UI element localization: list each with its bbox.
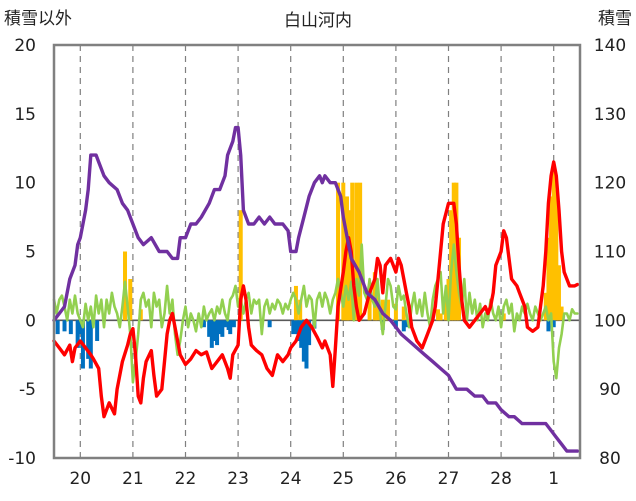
- precip_blue-bar: [404, 320, 409, 328]
- x-tick-label: 28: [490, 469, 512, 489]
- precip_blue-bar: [86, 320, 91, 359]
- x-tick-label: 21: [122, 469, 144, 489]
- precip_orange-bar: [554, 189, 559, 321]
- precip_blue-bar: [228, 320, 233, 335]
- right-axis-label: 積雪: [598, 9, 632, 29]
- tick-labels: -10 -5 0 5 10 15 20 80 90 100 110 120 130 140 20 21 22 23…: [8, 36, 626, 489]
- precip_orange-bar: [386, 299, 391, 321]
- precip_orange-bar: [341, 182, 346, 321]
- precip_orange-bar: [435, 309, 440, 321]
- precip_orange-bar: [238, 210, 243, 321]
- precip_blue-bar: [209, 320, 214, 348]
- precip_blue-bar: [401, 320, 406, 332]
- precip_orange-bar: [501, 313, 506, 321]
- temperature-line: [52, 160, 580, 419]
- y-left-tick-label: 0: [25, 311, 36, 331]
- grid: [54, 45, 580, 458]
- precip_blue-bar: [220, 320, 225, 337]
- precip_blue-bar: [88, 320, 93, 369]
- precip_blue-bar: [299, 320, 304, 348]
- precip_blue-bar: [546, 320, 551, 332]
- precip_blue-bar: [201, 320, 206, 328]
- precip_orange-bar: [354, 182, 359, 321]
- precip_blue-bar: [307, 320, 312, 346]
- y-left-tick-label: 10: [14, 174, 36, 194]
- precip_orange-bar: [393, 303, 398, 321]
- y-left-tick-label: 20: [14, 36, 36, 56]
- precip_blue-bar: [231, 320, 236, 328]
- left-axis-label: 積雪以外: [4, 9, 72, 29]
- precip_blue-bar: [207, 320, 212, 337]
- x-tick-label: 1: [548, 469, 559, 489]
- precip_orange-bar: [346, 210, 351, 321]
- precip_orange-bar: [551, 168, 556, 321]
- x-tick-label: 20: [69, 469, 91, 489]
- precip_orange-bar: [559, 306, 564, 321]
- x-tick-label: 25: [332, 469, 354, 489]
- snow_depth-line: [52, 125, 580, 453]
- y-right-tick-label: 140: [594, 36, 626, 56]
- precip_blue-bar: [62, 320, 67, 332]
- precip_orange-bar: [367, 285, 372, 321]
- y-right-tick-label: 120: [594, 174, 626, 194]
- series-lines: [52, 125, 580, 453]
- precip_blue-bar: [222, 320, 227, 328]
- precip_blue-bar: [68, 320, 73, 335]
- precip_blue-bar: [301, 320, 306, 362]
- precip_orange-bar: [454, 182, 459, 321]
- precip_orange-bar: [556, 265, 561, 321]
- precip_blue-bar: [95, 320, 100, 341]
- precip_blue-bar: [267, 320, 272, 328]
- x-tick-label: 24: [280, 469, 302, 489]
- precip_blue-bar: [304, 320, 309, 369]
- precip_blue-bar: [551, 320, 556, 328]
- y-left-tick-label: 5: [25, 243, 36, 263]
- precip_orange-bar: [401, 306, 406, 321]
- chart-title: 白山河内: [284, 11, 352, 31]
- precip_blue-bar: [291, 320, 296, 335]
- precip_blue-bar: [212, 320, 217, 341]
- precip_orange-bar: [546, 237, 551, 321]
- plot-frame: [52, 43, 582, 460]
- x-tick-label: 27: [438, 469, 460, 489]
- precip_blue-bar: [217, 320, 222, 335]
- y-right-tick-label: 130: [594, 105, 626, 125]
- y-left-tick-label: 15: [14, 105, 36, 125]
- x-tick-label: 26: [385, 469, 407, 489]
- y-left-tick-label: -10: [8, 449, 36, 469]
- y-right-tick-label: 110: [594, 243, 626, 263]
- precip_blue-bar: [55, 320, 60, 335]
- y-left-tick-label: -5: [19, 380, 36, 400]
- precip_orange-bar: [443, 299, 448, 321]
- precip_blue-bar: [75, 320, 80, 348]
- x-tick-label: 22: [175, 469, 197, 489]
- y-right-tick-label: 80: [599, 449, 621, 469]
- y-right-tick-label: 100: [594, 311, 626, 331]
- precip_orange-bar: [336, 182, 341, 321]
- precip_orange-bar: [438, 313, 443, 321]
- precip_blue-bar: [215, 320, 220, 346]
- precip_blue-bar: [78, 320, 83, 335]
- precip_orange-bar: [549, 196, 554, 321]
- y-right-tick-label: 90: [599, 380, 621, 400]
- x-tick-label: 23: [227, 469, 249, 489]
- precip_orange-bar: [128, 279, 133, 321]
